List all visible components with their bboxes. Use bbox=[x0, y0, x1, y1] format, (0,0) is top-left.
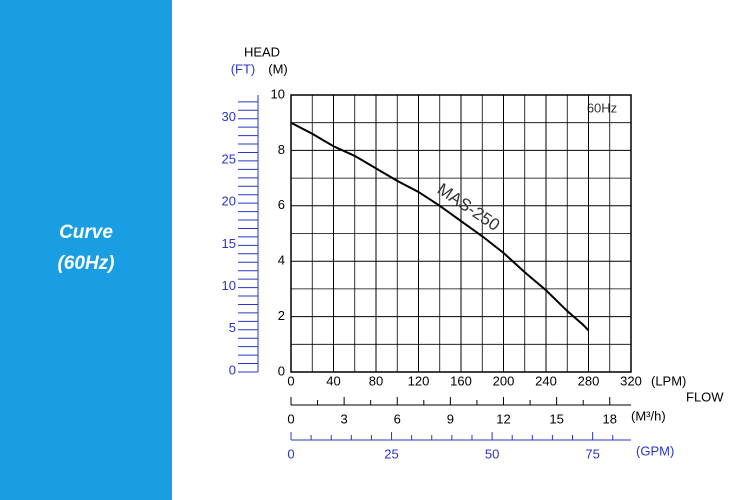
gpm_axis-tick-label: 0 bbox=[287, 446, 294, 461]
flow-label: FLOW bbox=[686, 389, 724, 404]
m3h_axis-tick-label: 15 bbox=[549, 411, 563, 426]
x-tick-label: 160 bbox=[450, 373, 472, 388]
annotation: 60Hz bbox=[587, 100, 617, 115]
y2-tick-label: 20 bbox=[222, 194, 236, 209]
x-label: (LPM) bbox=[651, 373, 686, 388]
x-tick-label: 320 bbox=[620, 373, 642, 388]
y2-label: (FT) bbox=[231, 61, 256, 76]
gpm-label: (GPM) bbox=[636, 443, 674, 458]
sidebar-subtitle: (60Hz) bbox=[57, 253, 115, 274]
y-tick-label: 6 bbox=[278, 197, 285, 212]
y2-tick-label: 15 bbox=[222, 236, 236, 251]
y-label: (M) bbox=[268, 61, 288, 76]
gpm_axis-tick-label: 25 bbox=[384, 446, 398, 461]
m3h_axis-tick-label: 6 bbox=[394, 411, 401, 426]
m3h_axis-tick-label: 3 bbox=[341, 411, 348, 426]
x-tick-label: 80 bbox=[369, 373, 383, 388]
plot-frame bbox=[290, 94, 632, 373]
m3h-label: (M³/h) bbox=[631, 408, 666, 423]
x-tick-label: 40 bbox=[326, 373, 340, 388]
y2-tick-label: 10 bbox=[222, 278, 236, 293]
sidebar: Curve (60Hz) bbox=[0, 0, 172, 500]
x-tick-label: 280 bbox=[578, 373, 600, 388]
m3h_axis-tick-label: 9 bbox=[447, 411, 454, 426]
y-tick-label: 0 bbox=[278, 363, 285, 378]
y-tick-label: 4 bbox=[278, 253, 285, 268]
x-tick-label: 0 bbox=[287, 373, 294, 388]
curve bbox=[290, 121, 590, 332]
y2-tick-label: 0 bbox=[229, 362, 236, 377]
x-tick-label: 120 bbox=[408, 373, 430, 388]
m3h_axis-tick-label: 18 bbox=[603, 411, 617, 426]
y-tick-label: 2 bbox=[278, 308, 285, 323]
m3h_axis-tick-label: 12 bbox=[496, 411, 510, 426]
gpm_axis-tick-label: 50 bbox=[485, 446, 499, 461]
x-tick-label: 200 bbox=[493, 373, 515, 388]
gpm_axis-tick-label: 75 bbox=[585, 446, 599, 461]
x-tick-label: 240 bbox=[535, 373, 557, 388]
y-tick-label: 10 bbox=[271, 86, 285, 101]
y2-tick-label: 30 bbox=[222, 109, 236, 124]
head-label: HEAD bbox=[244, 44, 280, 59]
sidebar-title: Curve bbox=[59, 222, 113, 243]
m3h_axis-tick-label: 0 bbox=[287, 411, 294, 426]
y2-tick-label: 5 bbox=[229, 320, 236, 335]
y2-tick-label: 25 bbox=[222, 151, 236, 166]
y-tick-label: 8 bbox=[278, 142, 285, 157]
